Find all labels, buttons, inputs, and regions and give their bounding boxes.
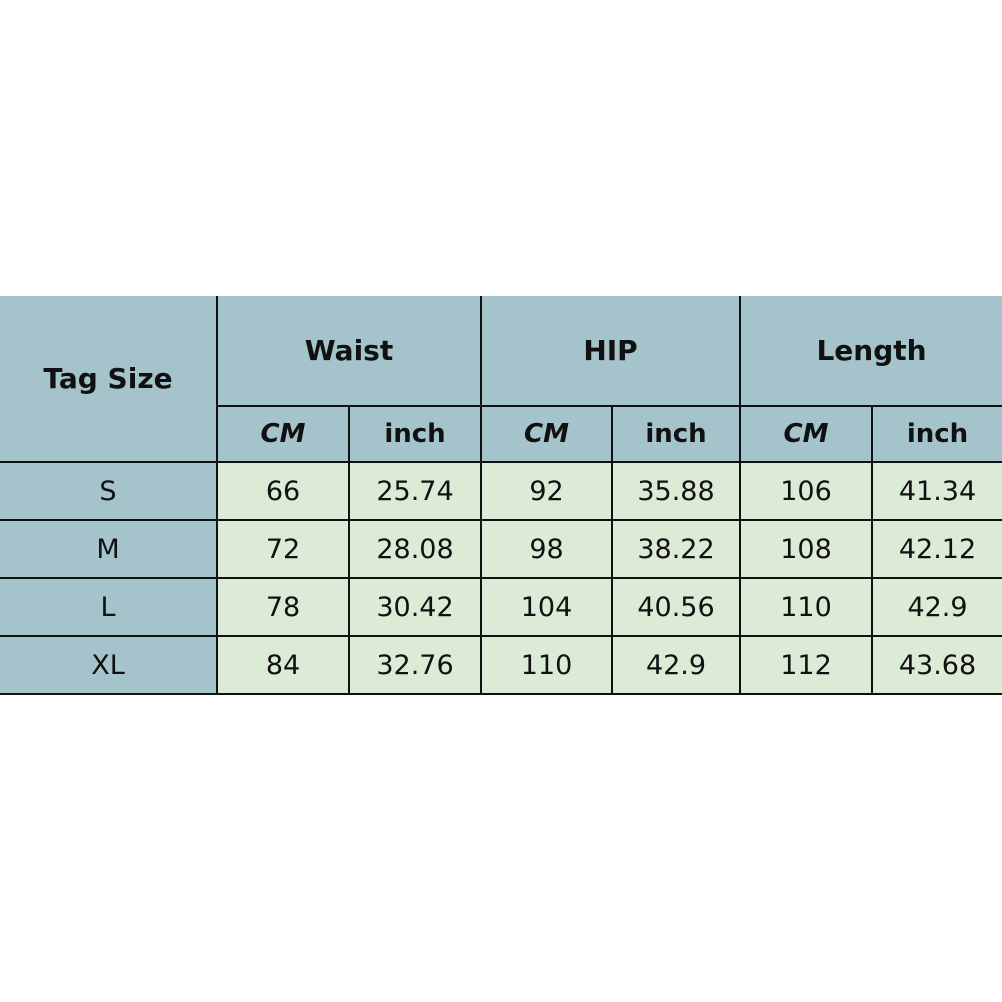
value-cell: 40.56 (611, 577, 741, 637)
size-cell: S (0, 462, 218, 521)
size-chart-table: Tag Size Waist HIP Length CM inch CM inc… (0, 296, 1002, 695)
header-row: Tag Size Waist HIP Length (0, 296, 1002, 463)
value-cell: 108 (739, 519, 873, 579)
length-header: Length (738, 296, 1002, 407)
value-cell: 42.12 (870, 519, 1002, 579)
value-cell: 32.76 (348, 635, 482, 695)
value-cell: 84 (216, 635, 350, 695)
value-cell: 66 (216, 462, 350, 521)
table-row: S 66 25.74 92 35.88 106 41.34 (0, 462, 1002, 521)
unit-cm: CM (739, 405, 873, 463)
value-cell: 25.74 (348, 462, 482, 521)
waist-header: Waist (216, 296, 482, 407)
unit-inch: inch (870, 405, 1002, 463)
unit-row: CM inch CM inch CM inch (0, 405, 1002, 463)
value-cell: 98 (480, 519, 613, 579)
value-cell: 92 (480, 462, 613, 521)
value-cell: 43.68 (870, 635, 1002, 695)
table-row: XL 84 32.76 110 42.9 112 43.68 (0, 635, 1002, 695)
unit-inch: inch (611, 405, 741, 463)
value-cell: 104 (480, 577, 613, 637)
size-cell: XL (0, 635, 218, 695)
value-cell: 38.22 (611, 519, 741, 579)
tag-size-header: Tag Size (0, 296, 218, 463)
value-cell: 28.08 (348, 519, 482, 579)
value-cell: 41.34 (870, 462, 1002, 521)
value-cell: 112 (739, 635, 873, 695)
value-cell: 106 (739, 462, 873, 521)
unit-cm: CM (480, 405, 613, 463)
size-cell: M (0, 519, 218, 579)
unit-cm: CM (216, 405, 350, 463)
size-cell: L (0, 577, 218, 637)
value-cell: 110 (480, 635, 613, 695)
hip-header: HIP (480, 296, 741, 407)
table-row: M 72 28.08 98 38.22 108 42.12 (0, 519, 1002, 579)
value-cell: 42.9 (611, 635, 741, 695)
value-cell: 72 (216, 519, 350, 579)
value-cell: 42.9 (870, 577, 1002, 637)
value-cell: 30.42 (348, 577, 482, 637)
unit-inch: inch (348, 405, 482, 463)
value-cell: 110 (739, 577, 873, 637)
table-row: L 78 30.42 104 40.56 110 42.9 (0, 577, 1002, 637)
value-cell: 78 (216, 577, 350, 637)
value-cell: 35.88 (611, 462, 741, 521)
